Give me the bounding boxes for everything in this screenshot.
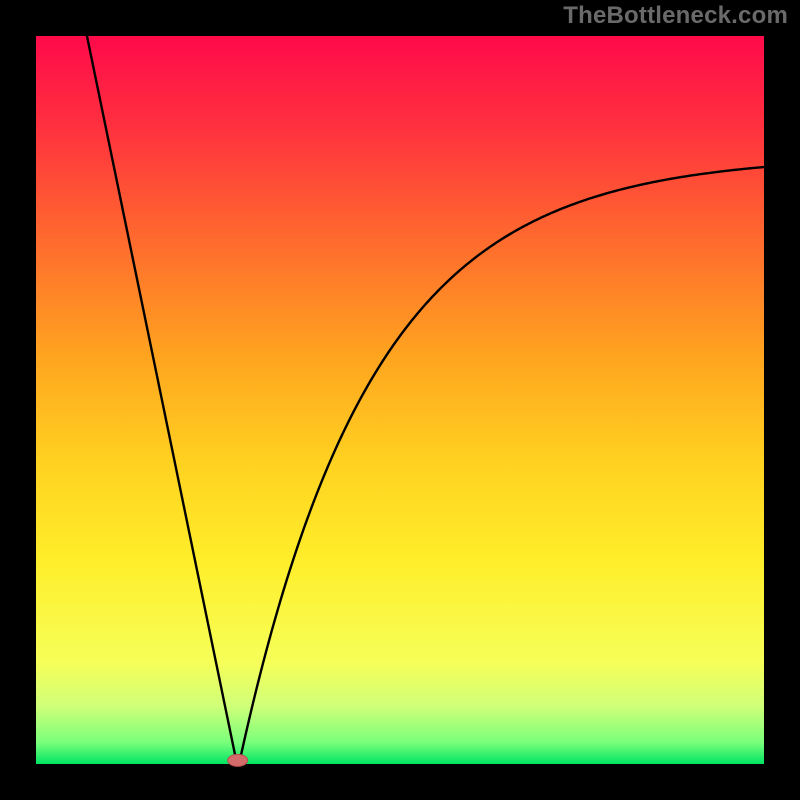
stage: TheBottleneck.com [0,0,800,800]
bottleneck-chart [0,0,800,800]
optimal-marker [228,754,248,766]
plot-background [36,36,764,764]
